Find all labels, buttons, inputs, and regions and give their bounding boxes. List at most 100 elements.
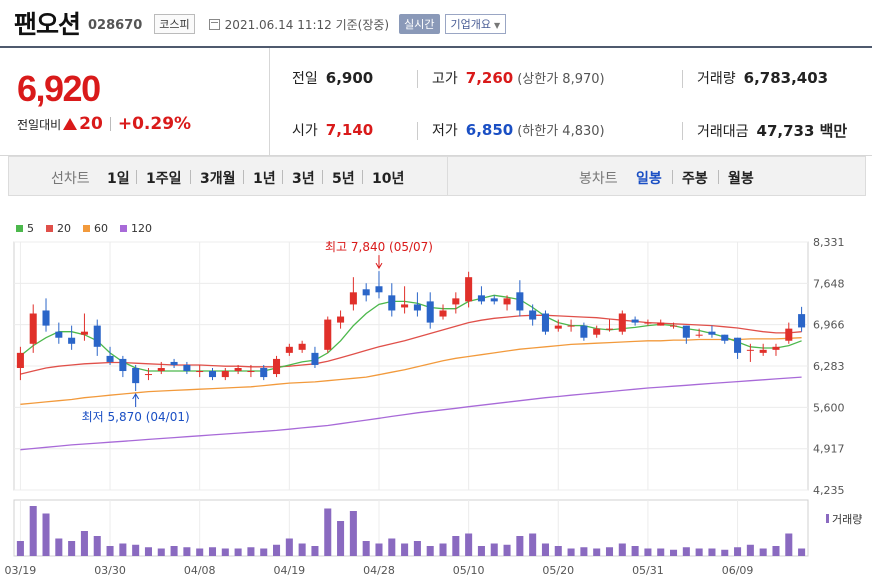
up-triangle-icon: [63, 118, 78, 130]
low-annotation: 최저 5,870 (04/01): [82, 410, 190, 424]
legend-swatch: [16, 225, 23, 232]
period-bar-divider: [447, 157, 448, 195]
volume-bar: [452, 536, 460, 556]
candle-body: [144, 374, 152, 376]
period-separator: [190, 170, 191, 184]
volume-frame: [13, 499, 809, 557]
volume-bar: [605, 547, 614, 556]
candle-body: [772, 346, 780, 350]
candle-body: [196, 371, 204, 373]
price-chart[interactable]: 8,331 7,648 6,966 6,283 5,600 4,917 4,235 03/19…: [0, 196, 872, 582]
candle-body: [106, 355, 114, 362]
x-tick-label: 05/31: [632, 564, 664, 577]
volume-bar: [708, 548, 716, 556]
candle-body: [337, 316, 345, 323]
header-divider: [0, 46, 872, 48]
volume-bar: [580, 547, 588, 556]
volume-bar: [106, 546, 114, 556]
volume-bar: [375, 543, 383, 556]
candle-body: [16, 352, 24, 368]
candle-body: [670, 325, 678, 327]
stock-name: 팬오션: [14, 10, 81, 39]
x-tick-label: 03/19: [5, 564, 37, 577]
period-3m[interactable]: 3개월: [200, 171, 236, 187]
candle-body: [285, 346, 293, 353]
candle-body: [452, 298, 460, 305]
volume-bar: [208, 547, 217, 556]
period-1d[interactable]: 1일: [107, 171, 130, 187]
company-overview-button[interactable]: 기업개요 ▼: [444, 14, 507, 34]
volume-bar: [285, 538, 293, 556]
candle-weekly[interactable]: 주봉: [682, 171, 708, 187]
volume-bar: [593, 548, 601, 556]
volume-bar: [349, 511, 357, 556]
prev-close-stat: 전일 6,900: [292, 68, 373, 88]
candle-body: [708, 331, 716, 335]
period-3y[interactable]: 3년: [292, 171, 315, 187]
low-stat: 저가 6,850 (하한가 4,830): [432, 120, 605, 140]
volume-bar: [260, 548, 268, 556]
prev-close-value: 6,900: [325, 69, 374, 87]
stat-separator: [682, 122, 683, 140]
candle-chart-label: 봉차트: [579, 171, 618, 187]
open-stat: 시가 7,140: [292, 120, 373, 140]
candle-body: [567, 325, 575, 327]
volume-bar: [516, 536, 524, 556]
period-10y[interactable]: 10년: [372, 171, 405, 187]
realtime-button[interactable]: 실시간: [399, 14, 440, 34]
volume-bar: [631, 546, 639, 556]
candle-body: [119, 358, 127, 372]
candle-body: [273, 358, 281, 375]
period-1w[interactable]: 1주일: [146, 171, 182, 187]
stat-separator: [417, 70, 418, 88]
candle-body: [798, 314, 806, 328]
candle-body: [93, 325, 101, 347]
amount-stat: 거래대금 47,733 백만: [697, 120, 847, 141]
legend-item-ma20: 20: [46, 222, 71, 235]
candle-daily[interactable]: 일봉: [636, 171, 662, 187]
candle-body: [746, 349, 754, 351]
period-5y[interactable]: 5년: [332, 171, 355, 187]
high-stat: 고가 7,260 (상한가 8,970): [432, 68, 605, 88]
candle-body: [260, 367, 268, 378]
period-1y[interactable]: 1년: [253, 171, 276, 187]
volume-bar: [324, 508, 332, 556]
ma-line-5: [19, 294, 802, 372]
candle-body: [170, 361, 178, 365]
volume-bar: [426, 546, 434, 556]
stat-separator: [682, 70, 683, 88]
volume-bar: [298, 543, 306, 556]
volume-bar: [734, 547, 742, 556]
period-separator: [243, 170, 244, 184]
legend-label: 120: [131, 222, 152, 235]
x-tick-label: 04/08: [184, 564, 216, 577]
volume-bar: [772, 546, 780, 556]
candle-body: [80, 331, 88, 335]
candle-body: [157, 367, 165, 372]
legend-swatch: [83, 225, 90, 232]
volume-bar: [695, 548, 703, 556]
volume-bar: [541, 543, 549, 556]
candle-monthly[interactable]: 월봉: [728, 171, 754, 187]
candle-body: [349, 292, 357, 305]
candle-body: [477, 295, 485, 302]
candle-body: [247, 371, 255, 373]
volume-bar: [170, 546, 178, 556]
candle-body: [490, 298, 498, 302]
volume-bar: [529, 533, 537, 556]
volume-value: 6,783,403: [743, 69, 829, 87]
volume-bar: [785, 533, 793, 556]
volume-bar: [196, 548, 204, 556]
volume-bar: [247, 547, 255, 556]
period-separator: [362, 170, 363, 184]
volume-bar: [721, 549, 729, 556]
volume-bar: [465, 533, 473, 556]
period-bar: 선차트 1일 1주일 3개월 1년 3년 5년 10년 봉차트 일봉 주봉 월봉: [8, 156, 866, 196]
candle-body: [388, 295, 396, 311]
candle-body: [465, 277, 473, 302]
volume-bar: [644, 548, 652, 556]
legend-swatch: [120, 225, 127, 232]
candle-body: [503, 298, 511, 305]
calendar-icon: [208, 18, 220, 30]
volume-bar: [144, 547, 152, 556]
